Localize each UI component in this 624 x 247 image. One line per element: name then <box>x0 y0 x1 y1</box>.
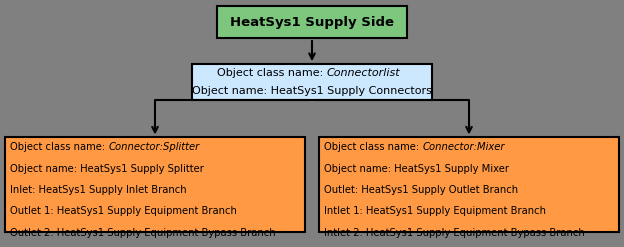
Text: Intlet 1: HeatSys1 Supply Equipment Branch: Intlet 1: HeatSys1 Supply Equipment Bran… <box>324 206 546 216</box>
Text: Connector:Mixer: Connector:Mixer <box>422 143 505 152</box>
Bar <box>192 64 432 100</box>
Text: Connector:Splitter: Connector:Splitter <box>108 143 200 152</box>
Text: Inlet: HeatSys1 Supply Inlet Branch: Inlet: HeatSys1 Supply Inlet Branch <box>10 185 187 195</box>
Bar <box>5 138 305 232</box>
Text: Object class name:: Object class name: <box>10 143 108 152</box>
Bar <box>217 6 407 38</box>
Text: Outlet: HeatSys1 Supply Outlet Branch: Outlet: HeatSys1 Supply Outlet Branch <box>324 185 518 195</box>
Bar <box>319 138 619 232</box>
Text: Connectorlist: Connectorlist <box>327 68 401 78</box>
Text: Intlet 2: HeatSys1 Supply Equipment Bypass Branch: Intlet 2: HeatSys1 Supply Equipment Bypa… <box>324 227 585 238</box>
Text: Object class name:: Object class name: <box>217 68 327 78</box>
Text: Object name: HeatSys1 Supply Connectors: Object name: HeatSys1 Supply Connectors <box>192 86 432 96</box>
Text: HeatSys1 Supply Side: HeatSys1 Supply Side <box>230 16 394 28</box>
Text: Object name: HeatSys1 Supply Splitter: Object name: HeatSys1 Supply Splitter <box>10 164 204 174</box>
Text: Object class name:: Object class name: <box>324 143 422 152</box>
Text: Outlet 1: HeatSys1 Supply Equipment Branch: Outlet 1: HeatSys1 Supply Equipment Bran… <box>10 206 237 216</box>
Text: Outlet 2: HeatSys1 Supply Equipment Bypass Branch: Outlet 2: HeatSys1 Supply Equipment Bypa… <box>10 227 276 238</box>
Text: Object name: HeatSys1 Supply Mixer: Object name: HeatSys1 Supply Mixer <box>324 164 509 174</box>
